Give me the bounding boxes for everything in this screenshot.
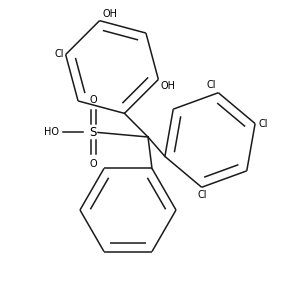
Text: OH: OH — [103, 9, 117, 19]
Text: O: O — [89, 95, 97, 105]
Text: Cl: Cl — [258, 119, 268, 129]
Text: Cl: Cl — [198, 190, 207, 200]
Text: HO: HO — [44, 127, 59, 137]
Text: Cl: Cl — [207, 80, 216, 90]
Text: O: O — [89, 159, 97, 169]
Text: OH: OH — [160, 81, 175, 91]
Text: Cl: Cl — [54, 49, 64, 59]
Text: S: S — [89, 125, 97, 138]
